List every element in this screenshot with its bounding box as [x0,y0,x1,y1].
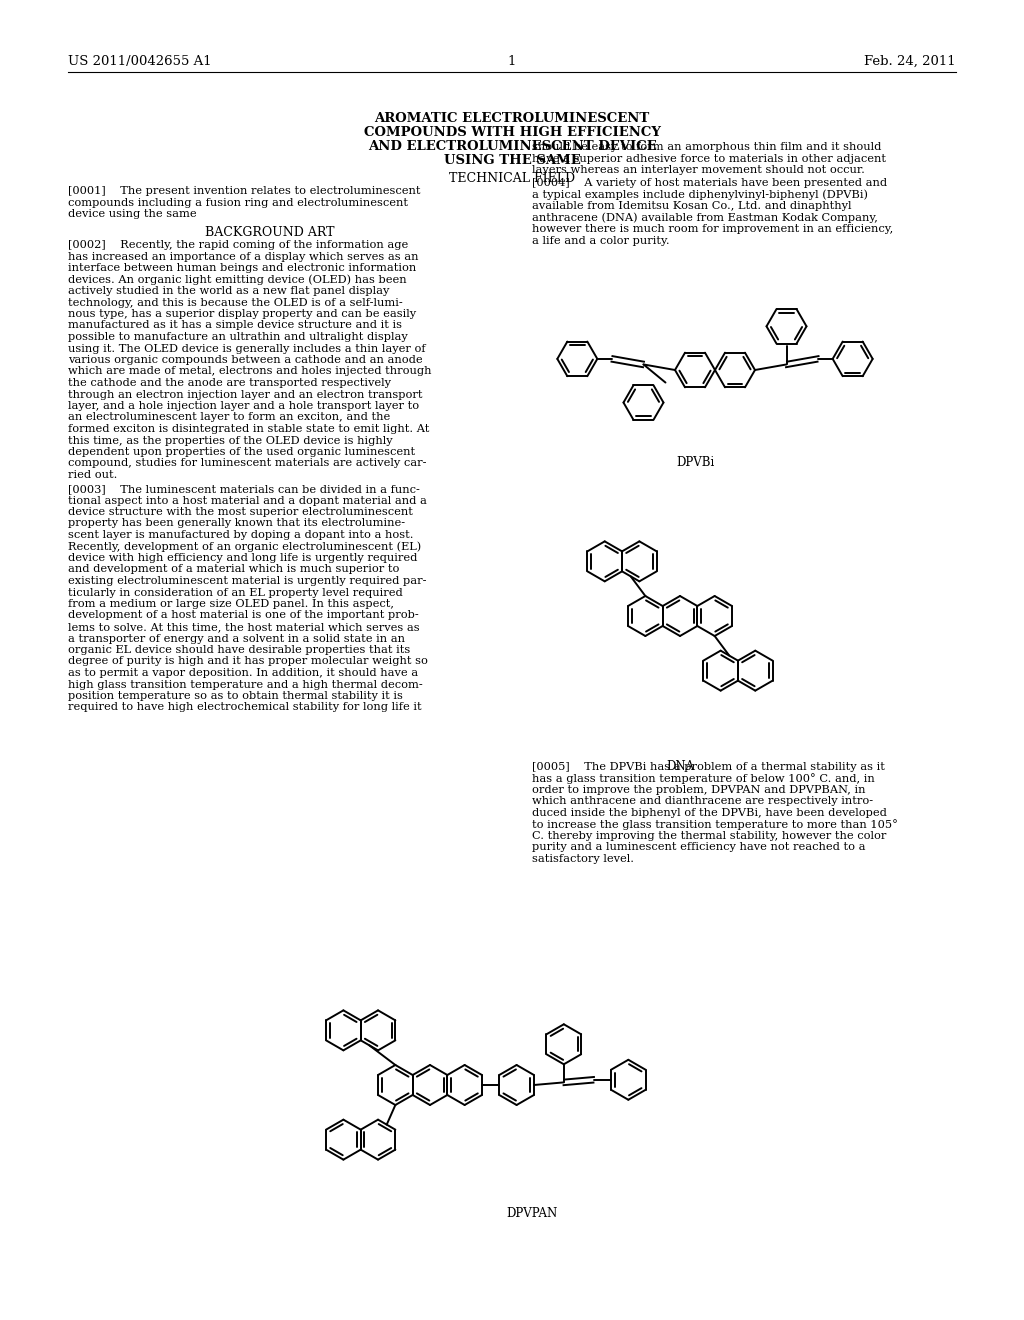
Text: degree of purity is high and it has proper molecular weight so: degree of purity is high and it has prop… [68,656,428,667]
Text: the cathode and the anode are transported respectively: the cathode and the anode are transporte… [68,378,391,388]
Text: DPVBi: DPVBi [676,455,714,469]
Text: 1: 1 [508,55,516,69]
Text: high glass transition temperature and a high thermal decom-: high glass transition temperature and a … [68,680,423,689]
Text: ticularly in consideration of an EL property level required: ticularly in consideration of an EL prop… [68,587,402,598]
Text: device structure with the most superior electroluminescent: device structure with the most superior … [68,507,413,517]
Text: a transporter of energy and a solvent in a solid state in an: a transporter of energy and a solvent in… [68,634,406,644]
Text: scent layer is manufactured by doping a dopant into a host.: scent layer is manufactured by doping a … [68,531,414,540]
Text: device with high efficiency and long life is urgently required: device with high efficiency and long lif… [68,553,418,564]
Text: development of a host material is one of the important prob-: development of a host material is one of… [68,610,419,620]
Text: devices. An organic light emitting device (OLED) has been: devices. An organic light emitting devic… [68,275,407,285]
Text: existing electroluminescent material is urgently required par-: existing electroluminescent material is … [68,576,427,586]
Text: possible to manufacture an ultrathin and ultralight display: possible to manufacture an ultrathin and… [68,333,408,342]
Text: [0005]    The DPVBi has a problem of a thermal stability as it: [0005] The DPVBi has a problem of a ther… [532,762,885,772]
Text: COMPOUNDS WITH HIGH EFFICIENCY: COMPOUNDS WITH HIGH EFFICIENCY [364,125,660,139]
Text: [0003]    The luminescent materials can be divided in a func-: [0003] The luminescent materials can be … [68,484,420,494]
Text: device using the same: device using the same [68,209,197,219]
Text: position temperature so as to obtain thermal stability it is: position temperature so as to obtain the… [68,690,402,701]
Text: however there is much room for improvement in an efficiency,: however there is much room for improveme… [532,224,893,234]
Text: formed exciton is disintegrated in stable state to emit light. At: formed exciton is disintegrated in stabl… [68,424,429,434]
Text: a life and a color purity.: a life and a color purity. [532,235,670,246]
Text: a typical examples include diphenylvinyl-biphenyl (DPVBi): a typical examples include diphenylvinyl… [532,190,868,201]
Text: tional aspect into a host material and a dopant material and a: tional aspect into a host material and a… [68,495,427,506]
Text: Recently, development of an organic electroluminescent (EL): Recently, development of an organic elec… [68,541,421,552]
Text: actively studied in the world as a new flat panel display: actively studied in the world as a new f… [68,286,389,296]
Text: [0002]    Recently, the rapid coming of the information age: [0002] Recently, the rapid coming of the… [68,240,409,249]
Text: which are made of metal, electrons and holes injected through: which are made of metal, electrons and h… [68,367,431,376]
Text: USING THE SAME: USING THE SAME [443,154,581,168]
Text: as to permit a vapor deposition. In addition, it should have a: as to permit a vapor deposition. In addi… [68,668,418,678]
Text: DPVPAN: DPVPAN [507,1206,558,1220]
Text: layers whereas an interlayer movement should not occur.: layers whereas an interlayer movement sh… [532,165,865,176]
Text: an electroluminescent layer to form an exciton, and the: an electroluminescent layer to form an e… [68,412,390,422]
Text: from a medium or large size OLED panel. In this aspect,: from a medium or large size OLED panel. … [68,599,394,609]
Text: TECHNICAL FIELD: TECHNICAL FIELD [449,172,575,185]
Text: compound, studies for luminescent materials are actively car-: compound, studies for luminescent materi… [68,458,427,469]
Text: AROMATIC ELECTROLUMINESCENT: AROMATIC ELECTROLUMINESCENT [375,112,649,125]
Text: compounds including a fusion ring and electroluminescent: compounds including a fusion ring and el… [68,198,408,207]
Text: nous type, has a superior display property and can be easily: nous type, has a superior display proper… [68,309,416,319]
Text: interface between human beings and electronic information: interface between human beings and elect… [68,263,416,273]
Text: technology, and this is because the OLED is of a self-lumi-: technology, and this is because the OLED… [68,297,402,308]
Text: anthracene (DNA) available from Eastman Kodak Company,: anthracene (DNA) available from Eastman … [532,213,878,223]
Text: Feb. 24, 2011: Feb. 24, 2011 [864,55,956,69]
Text: required to have high electrochemical stability for long life it: required to have high electrochemical st… [68,702,422,713]
Text: order to improve the problem, DPVPAN and DPVPBAN, in: order to improve the problem, DPVPAN and… [532,785,865,795]
Text: to increase the glass transition temperature to more than 105°: to increase the glass transition tempera… [532,820,898,830]
Text: using it. The OLED device is generally includes a thin layer of: using it. The OLED device is generally i… [68,343,426,354]
Text: dependent upon properties of the used organic luminescent: dependent upon properties of the used or… [68,447,415,457]
Text: lems to solve. At this time, the host material which serves as: lems to solve. At this time, the host ma… [68,622,420,632]
Text: should be easy to form an amorphous thin film and it should: should be easy to form an amorphous thin… [532,143,882,152]
Text: manufactured as it has a simple device structure and it is: manufactured as it has a simple device s… [68,321,402,330]
Text: DNA: DNA [666,760,694,774]
Text: purity and a luminescent efficiency have not reached to a: purity and a luminescent efficiency have… [532,842,865,853]
Text: satisfactory level.: satisfactory level. [532,854,634,865]
Text: this time, as the properties of the OLED device is highly: this time, as the properties of the OLED… [68,436,392,446]
Text: layer, and a hole injection layer and a hole transport layer to: layer, and a hole injection layer and a … [68,401,419,411]
Text: available from Idemitsu Kosan Co., Ltd. and dinaphthyl: available from Idemitsu Kosan Co., Ltd. … [532,201,852,211]
Text: [0004]    A variety of host materials have been presented and: [0004] A variety of host materials have … [532,178,887,187]
Text: has increased an importance of a display which serves as an: has increased an importance of a display… [68,252,419,261]
Text: various organic compounds between a cathode and an anode: various organic compounds between a cath… [68,355,423,366]
Text: US 2011/0042655 A1: US 2011/0042655 A1 [68,55,212,69]
Text: organic EL device should have desirable properties that its: organic EL device should have desirable … [68,645,411,655]
Text: through an electron injection layer and an electron transport: through an electron injection layer and … [68,389,423,400]
Text: AND ELECTROLUMINESCENT DEVICE: AND ELECTROLUMINESCENT DEVICE [368,140,656,153]
Text: has a glass transition temperature of below 100° C. and, in: has a glass transition temperature of be… [532,774,874,784]
Text: have a superior adhesive force to materials in other adjacent: have a superior adhesive force to materi… [532,153,886,164]
Text: duced inside the biphenyl of the DPVBi, have been developed: duced inside the biphenyl of the DPVBi, … [532,808,887,818]
Text: property has been generally known that its electrolumine-: property has been generally known that i… [68,519,406,528]
Text: ried out.: ried out. [68,470,118,480]
Text: [0001]    The present invention relates to electroluminescent: [0001] The present invention relates to … [68,186,421,195]
Text: BACKGROUND ART: BACKGROUND ART [205,226,335,239]
Text: which anthracene and dianthracene are respectively intro-: which anthracene and dianthracene are re… [532,796,873,807]
Text: C. thereby improving the thermal stability, however the color: C. thereby improving the thermal stabili… [532,832,887,841]
Text: and development of a material which is much superior to: and development of a material which is m… [68,565,399,574]
